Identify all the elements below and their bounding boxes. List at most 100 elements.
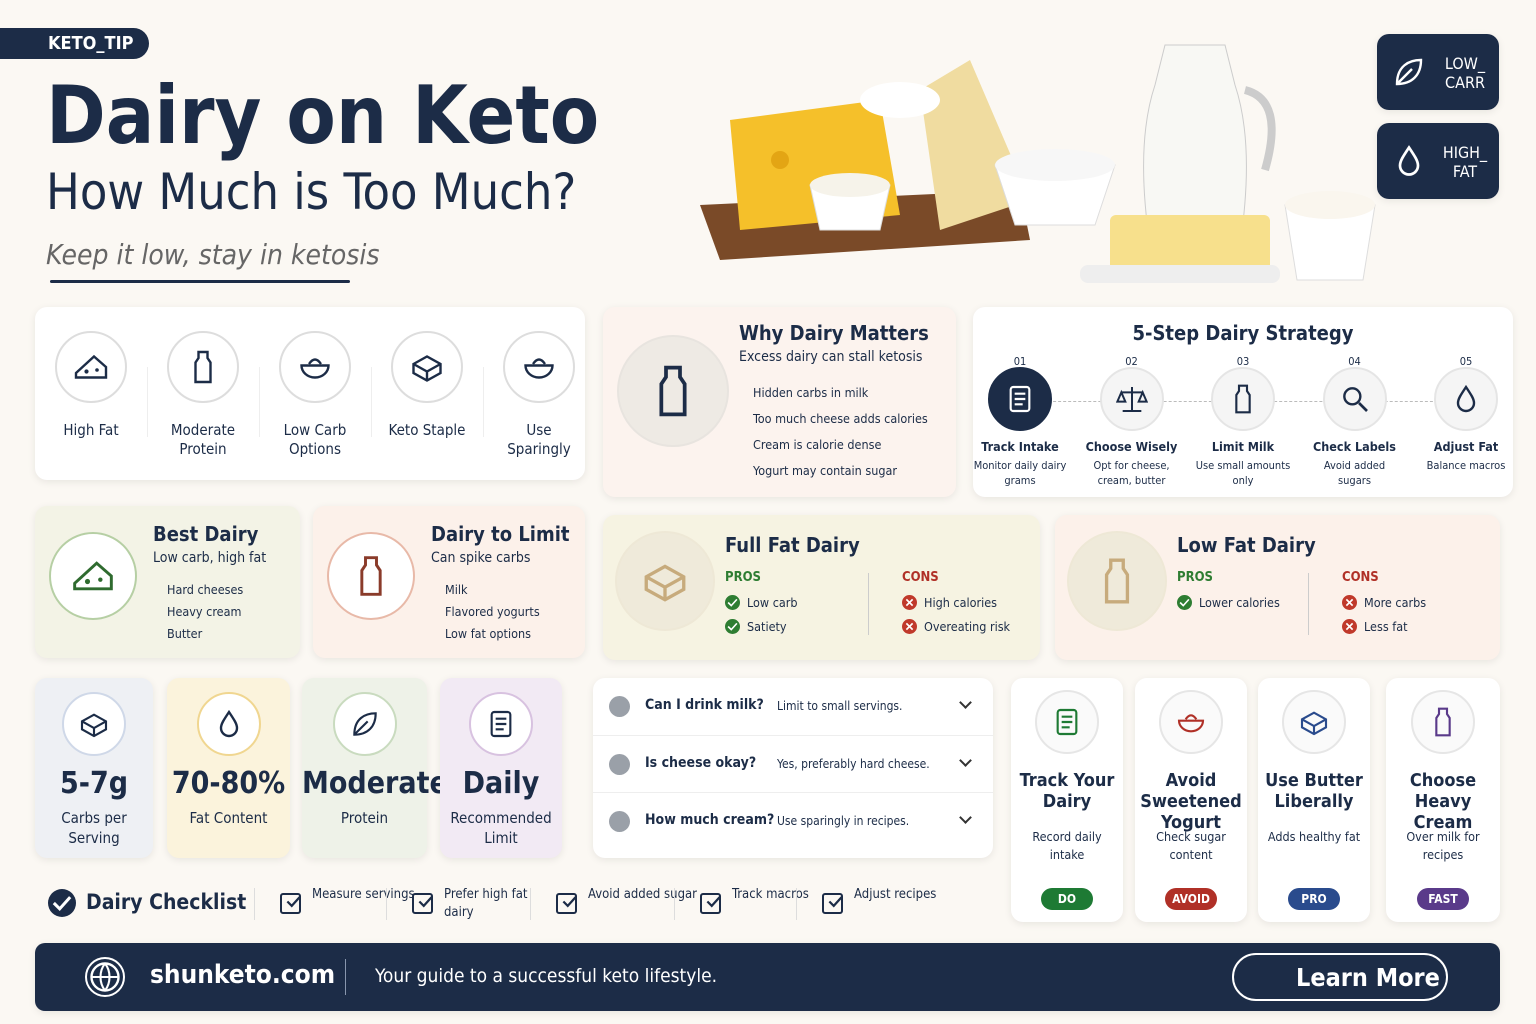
footer: shunketo.com Your guide to a successful k…	[35, 943, 1500, 1011]
icon-shape	[771, 151, 789, 169]
strategy-card: 5-Step Dairy Strategy 01 Track Intake Monit…	[973, 307, 1513, 497]
icon-shape	[81, 720, 107, 736]
icon-shape	[80, 713, 108, 738]
icon-shape	[1456, 384, 1476, 413]
icon-shape	[706, 896, 721, 908]
icon-shape	[74, 354, 108, 379]
stat-label: Carbs per Serving	[61, 809, 127, 847]
icon-shape	[84, 369, 89, 374]
icon-shape	[1080, 265, 1280, 283]
icon-shape	[860, 82, 940, 118]
icon-shape	[73, 561, 113, 591]
icon-shape	[905, 622, 914, 631]
faq-row[interactable]: Can I drink milk? Limit to small servings…	[593, 678, 993, 735]
icon-shape	[828, 896, 843, 908]
tip-title: Use Butter Liberally	[1265, 770, 1363, 812]
icon-shape	[1056, 708, 1078, 736]
step-title: Check Labels	[1313, 439, 1396, 454]
icon-shape	[90, 962, 120, 992]
icon-shape	[644, 564, 686, 602]
stat-label: Fat Content	[189, 809, 268, 827]
icon-shape	[360, 556, 382, 596]
icon-shape	[1435, 707, 1451, 737]
bullet: Cream is calorie dense	[753, 437, 882, 452]
checkbox	[822, 893, 843, 914]
icon-shape	[300, 364, 330, 379]
faq-card: Can I drink milk? Limit to small servings…	[593, 678, 993, 858]
tip-card: Track Your Dairy Record daily intake DO	[1011, 678, 1123, 922]
checkbox	[412, 893, 433, 914]
divider	[259, 367, 260, 437]
divider	[147, 367, 148, 437]
status-icon	[1342, 619, 1357, 634]
icon-shape	[1456, 384, 1476, 413]
feature-label: High Fat	[63, 421, 119, 439]
icon-shape	[1342, 387, 1368, 412]
bullet: Low fat options	[445, 626, 531, 641]
badge-text: LOW_	[1444, 54, 1486, 73]
badge-text: HIGH_	[1442, 143, 1488, 162]
icon	[469, 692, 533, 756]
cons-label: CONS	[1342, 570, 1379, 585]
icon-shape	[1115, 387, 1148, 412]
icon-shape	[308, 358, 322, 365]
icon-shape	[418, 896, 433, 908]
step-number: 04	[1348, 355, 1361, 368]
icon	[617, 335, 729, 447]
chevron	[959, 811, 972, 824]
step-title: Adjust Fat	[1433, 439, 1499, 454]
divider	[386, 888, 387, 920]
icon-shape	[286, 896, 301, 908]
icon-shape	[1177, 719, 1205, 733]
bullet: Milk	[445, 582, 468, 597]
step-number: 01	[1013, 355, 1027, 368]
icon-shape	[52, 896, 72, 912]
faq-row[interactable]: How much cream? Use sparingly in recipes.	[593, 792, 993, 849]
bullet: Yogurt may contain sugar	[753, 463, 897, 478]
faq-answer: Limit to small servings.	[777, 699, 903, 713]
subtitle: How Much is Too Much?	[46, 163, 577, 221]
icon-shape	[91, 962, 119, 992]
faq-answer: Yes, preferably hard cheese.	[777, 757, 930, 771]
bullet: Too much cheese adds calories	[753, 411, 928, 426]
icon-shape	[1104, 558, 1130, 604]
icon-shape	[1357, 402, 1368, 412]
divider	[796, 888, 797, 920]
tip-desc: Record daily intake	[1032, 829, 1102, 862]
icon-shape	[1301, 718, 1327, 734]
tip-tag: DO	[1041, 888, 1093, 910]
icon-shape	[644, 564, 686, 602]
icon-shape	[905, 598, 914, 607]
icon-shape	[194, 350, 212, 384]
chevron	[959, 696, 972, 709]
chevron	[959, 754, 972, 767]
tip-title: Track Your Dairy	[1019, 770, 1115, 812]
checklist-title: Dairy Checklist	[86, 890, 247, 914]
tagline: Keep it low, stay in ketosis	[46, 238, 380, 271]
icon-shape	[1115, 387, 1148, 412]
icon-shape	[1104, 558, 1130, 604]
card-title: Why Dairy Matters	[739, 321, 929, 345]
icon-shape	[80, 713, 108, 738]
icon-shape	[1179, 598, 1190, 607]
status-icon	[902, 595, 917, 610]
stat-card: 5-7g Carbs per Serving	[35, 678, 153, 858]
faq-row[interactable]: Is cheese okay? Yes, preferably hard chee…	[593, 735, 993, 792]
divider	[254, 888, 255, 920]
button-label: Learn More	[1296, 963, 1440, 992]
icon-shape	[412, 355, 442, 382]
card-title: Low Fat Dairy	[1177, 533, 1316, 557]
icon	[55, 331, 127, 403]
faq-question: Can I drink milk?	[645, 697, 764, 713]
divider	[483, 367, 484, 437]
learn-more-button[interactable]: Learn More	[1232, 953, 1448, 1001]
step-desc: Use small amounts only	[1195, 459, 1291, 487]
status-icon	[902, 619, 917, 634]
stat-card: Moderate Protein	[302, 678, 448, 858]
card-title: Dairy to Limit	[431, 522, 570, 546]
icon-shape	[490, 710, 512, 738]
icon-shape	[1395, 58, 1423, 86]
icon-shape	[194, 350, 212, 384]
